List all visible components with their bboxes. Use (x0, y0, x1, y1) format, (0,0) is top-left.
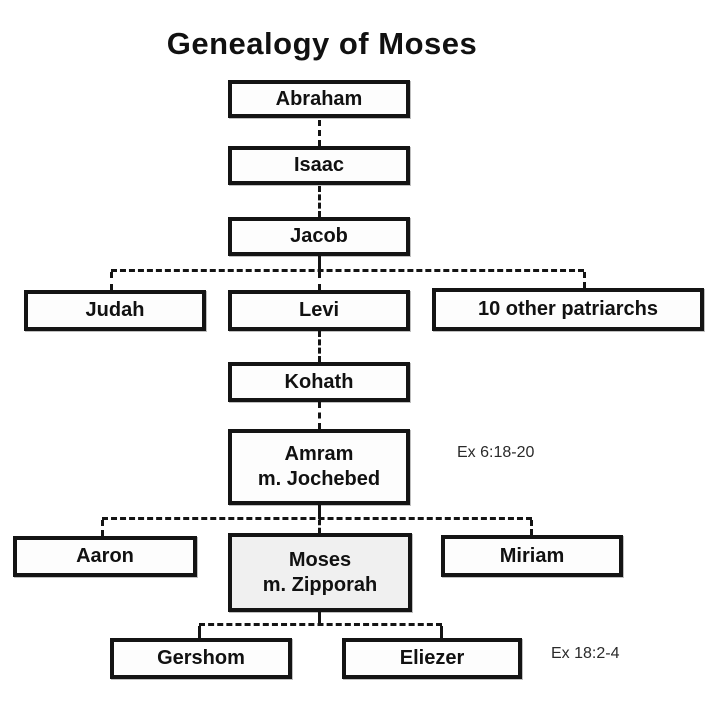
node-eliezer-label: Eliezer (399, 647, 465, 669)
connector-jacob-children-bus (111, 269, 584, 272)
annotation-moses-children-reference: Ex 18:2-4 (551, 645, 620, 662)
connector-drop-moses (318, 520, 321, 533)
connector-moses-stub (318, 612, 321, 625)
connector-drop-aaron (101, 520, 104, 536)
node-moses-spouse: m. Zipporah (262, 573, 378, 596)
node-aaron: Aaron (13, 536, 197, 577)
node-moses-label: Moses (288, 548, 352, 571)
node-isaac-label: Isaac (293, 154, 345, 176)
connector-abraham-isaac (318, 120, 321, 146)
connector-amram-stub (318, 505, 321, 519)
connector-jacob-stub (318, 256, 321, 271)
node-eliezer: Eliezer (342, 638, 522, 679)
node-aaron-label: Aaron (76, 545, 134, 567)
diagram-title: Genealogy of Moses (166, 26, 478, 61)
node-kohath: Kohath (228, 362, 410, 402)
node-levi-label: Levi (298, 299, 340, 321)
connector-drop-miriam (530, 520, 533, 535)
node-miriam: Miriam (441, 535, 623, 577)
connector-levi-kohath (318, 331, 321, 362)
node-ten-other-patriarchs: 10 other patriarchs (432, 288, 704, 331)
node-ten-other-patriarchs-label: 10 other patriarchs (477, 298, 659, 320)
connector-kohath-amram (318, 402, 321, 429)
connector-amram-children-bus (102, 517, 532, 520)
node-amram: Amram m. Jochebed (228, 429, 410, 505)
connector-drop-eliezer (440, 626, 443, 638)
connector-drop-levi (318, 272, 321, 290)
node-isaac: Isaac (228, 146, 410, 185)
node-kohath-label: Kohath (284, 370, 354, 393)
annotation-amram-reference: Ex 6:18-20 (457, 444, 535, 461)
node-gershom-label: Gershom (157, 647, 245, 669)
connector-isaac-jacob (318, 186, 321, 217)
node-judah-label: Judah (85, 299, 145, 321)
node-jacob: Jacob (228, 217, 410, 256)
connector-moses-children-bus (199, 623, 442, 626)
node-gershom: Gershom (110, 638, 292, 679)
node-moses: Moses m. Zipporah (228, 533, 412, 612)
connector-drop-patriarchs (583, 272, 586, 288)
node-amram-label: Amram (284, 443, 354, 465)
node-jacob-label: Jacob (290, 225, 348, 247)
node-abraham-label: Abraham (275, 87, 363, 110)
node-levi: Levi (228, 290, 410, 331)
connector-drop-gershom (198, 626, 201, 638)
node-abraham: Abraham (228, 80, 410, 118)
node-miriam-label: Miriam (499, 544, 565, 567)
node-judah: Judah (24, 290, 206, 331)
connector-drop-judah (110, 272, 113, 290)
node-amram-spouse: m. Jochebed (257, 468, 381, 490)
